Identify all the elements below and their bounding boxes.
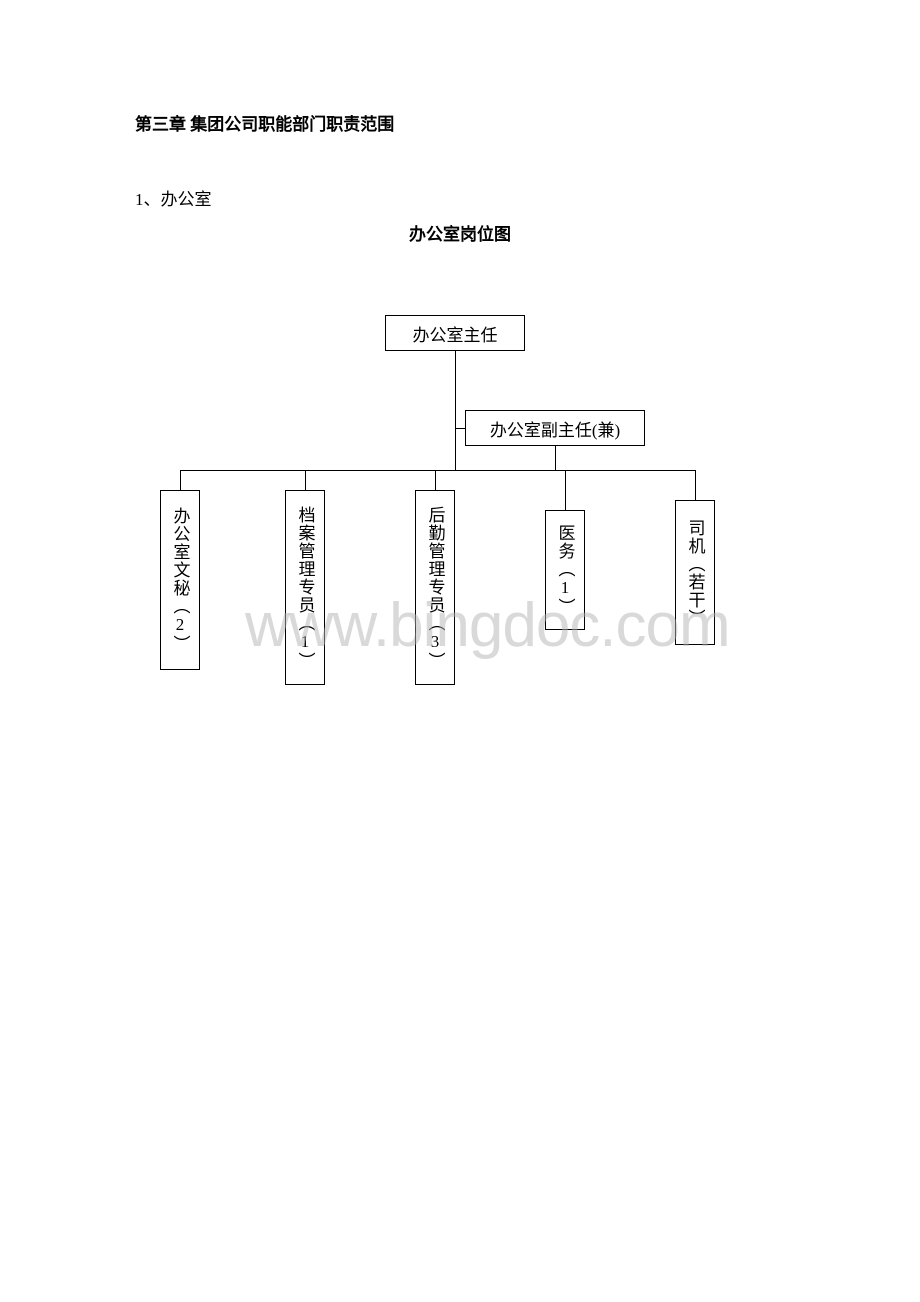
node-logistics-label: 后勤管理专员（3） (423, 506, 448, 670)
node-director-label: 办公室主任 (413, 321, 498, 346)
section-label: 1、办公室 (135, 185, 785, 210)
chart-title: 办公室岗位图 (135, 220, 785, 245)
connector-line (305, 470, 306, 490)
node-secretary: 办公室文秘（2） (160, 490, 200, 670)
node-director: 办公室主任 (385, 315, 525, 351)
node-deputy: 办公室副主任(兼) (465, 410, 645, 446)
node-driver-label: 司机（若干） (683, 519, 708, 627)
node-driver: 司机（若干） (675, 500, 715, 645)
chapter-title: 第三章 集团公司职能部门职责范围 (135, 110, 785, 135)
connector-line (455, 351, 456, 470)
node-secretary-label: 办公室文秘（2） (168, 507, 193, 653)
connector-line (555, 446, 556, 470)
connector-line (435, 470, 436, 490)
node-deputy-label: 办公室副主任(兼) (490, 416, 620, 441)
connector-line (565, 470, 566, 510)
node-medical: 医务（1） (545, 510, 585, 630)
org-chart: 办公室主任 办公室副主任(兼) 办公室文秘（2） 档案管理专员（1） 后勤管理专… (125, 315, 825, 715)
node-archive: 档案管理专员（1） (285, 490, 325, 685)
connector-line (695, 470, 696, 500)
connector-line (180, 470, 181, 490)
node-medical-label: 医务（1） (553, 524, 578, 616)
node-logistics: 后勤管理专员（3） (415, 490, 455, 685)
connector-line (455, 428, 465, 429)
connector-line (180, 470, 695, 471)
node-archive-label: 档案管理专员（1） (293, 506, 318, 670)
